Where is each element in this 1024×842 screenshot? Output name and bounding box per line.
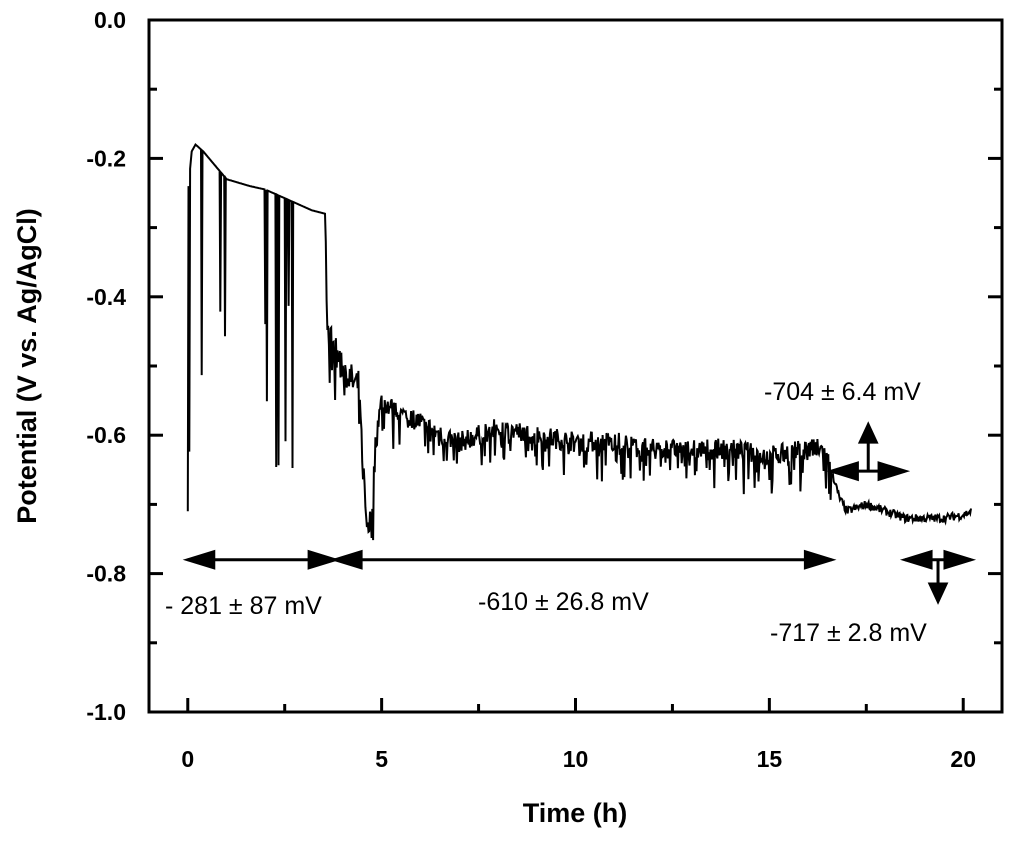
y-tick-label: -1.0 bbox=[86, 699, 126, 725]
arrow-head bbox=[857, 421, 879, 444]
y-tick-label: 0.0 bbox=[94, 7, 126, 33]
x-tick-label: 10 bbox=[563, 746, 589, 772]
annotation-704: -704 ± 6.4 mV bbox=[764, 378, 921, 406]
y-axis-title: Potential (V vs. Ag/AgCl) bbox=[12, 208, 42, 524]
arrow-head bbox=[803, 549, 837, 570]
arrow-head bbox=[943, 549, 977, 570]
x-tick-label: 15 bbox=[757, 746, 783, 772]
y-axis-tick-labels: 0.0 -0.2 -0.4 -0.6 -0.8 -1.0 bbox=[86, 7, 126, 725]
y-tick-label: -0.4 bbox=[86, 284, 126, 310]
x-axis-title: Time (h) bbox=[523, 798, 628, 828]
x-tick-label: 5 bbox=[375, 746, 388, 772]
annotation-281: - 281 ± 87 mV bbox=[165, 592, 322, 620]
arrow-head bbox=[182, 549, 216, 570]
y-tick-label: -0.2 bbox=[86, 145, 126, 171]
arrow-head bbox=[330, 549, 363, 570]
series-line bbox=[186, 143, 972, 541]
annotation-610: -610 ± 26.8 mV bbox=[478, 588, 649, 616]
arrow-head bbox=[307, 549, 341, 570]
arrow-head bbox=[899, 549, 933, 570]
arrow-head bbox=[826, 461, 859, 482]
x-tick-label: 0 bbox=[181, 746, 194, 772]
arrow-head bbox=[927, 582, 949, 605]
y-tick-label: -0.8 bbox=[86, 561, 126, 587]
annotation-arrows bbox=[182, 421, 977, 605]
annotation-717: -717 ± 2.8 mV bbox=[770, 619, 927, 647]
x-axis-tick-labels: 0 5 10 15 20 bbox=[181, 746, 976, 772]
y-axis-ticks bbox=[149, 18, 1002, 714]
arrow-head bbox=[877, 461, 911, 482]
y-tick-label: -0.6 bbox=[86, 422, 126, 448]
x-tick-label: 20 bbox=[950, 746, 976, 772]
x-axis-ticks bbox=[186, 698, 965, 712]
